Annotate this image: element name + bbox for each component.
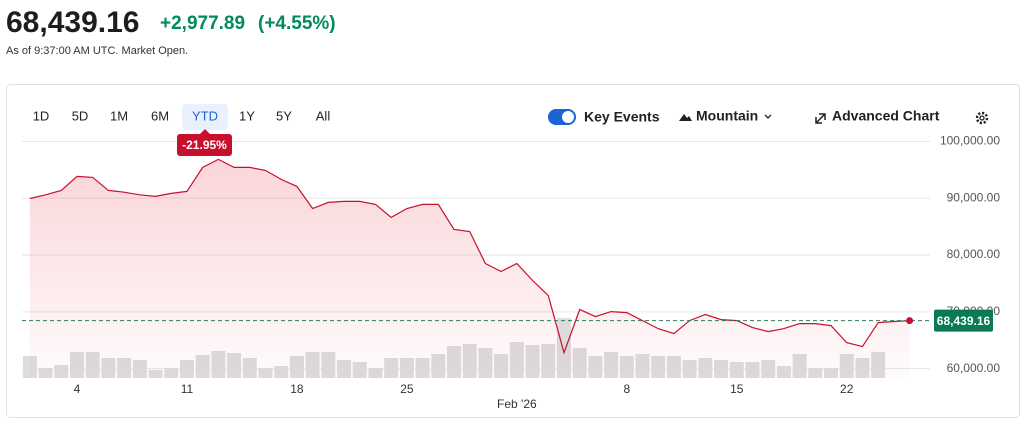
price: 68,439.16 [6, 6, 139, 39]
x-tick-label: 18 [290, 382, 304, 396]
range-button[interactable]: All [316, 108, 331, 123]
price-line [29, 158, 910, 355]
advanced-chart[interactable]: Advanced Chart [832, 108, 940, 124]
y-tick-label: 90,000.00 [947, 190, 1001, 204]
x-tick-label: Feb '26 [497, 397, 537, 411]
x-tick-label: 11 [181, 382, 194, 396]
price-label-bg [934, 309, 993, 332]
price-label: 68,439.16 [937, 314, 991, 328]
expand-icon [815, 113, 826, 124]
x-tick-label: 25 [400, 382, 414, 396]
chart-style[interactable]: Mountain [696, 108, 758, 124]
range-change-bg [177, 134, 232, 156]
y-tick-label: 60,000.00 [947, 361, 1001, 375]
mountain-icon [679, 114, 692, 121]
key-events[interactable]: Key Events [584, 109, 660, 125]
x-tick-label: 15 [730, 382, 744, 396]
last-point [906, 317, 914, 325]
area-fill [29, 159, 910, 378]
settings-icon[interactable] [975, 111, 989, 125]
change-pct: (+4.55%) [258, 13, 336, 34]
x-tick-label: 22 [840, 382, 854, 396]
range-selected-bg [182, 104, 228, 130]
badge-pointer [200, 129, 210, 134]
range-button[interactable]: 1Y [239, 108, 255, 123]
range-button[interactable]: 1D [33, 108, 50, 123]
chevron [764, 114, 772, 119]
range-change: -21.95% [182, 138, 227, 152]
toggle-knob [562, 111, 574, 123]
range-button[interactable]: 5D [72, 108, 89, 123]
y-tick-label: 80,000.00 [947, 247, 1001, 261]
change: +2,977.89 [160, 13, 245, 34]
y-tick-label: 100,000.00 [940, 134, 1000, 148]
x-tick-label: 4 [74, 382, 81, 396]
range-button[interactable]: 5Y [276, 108, 292, 123]
as-of: As of 9:37:00 AM UTC. Market Open. [6, 45, 188, 57]
chart-card [6, 84, 1020, 418]
range-button[interactable]: 6M [151, 108, 169, 123]
range-button[interactable]: YTD [192, 108, 218, 123]
x-tick-label: 8 [623, 382, 630, 396]
range-button[interactable]: 1M [110, 108, 128, 123]
